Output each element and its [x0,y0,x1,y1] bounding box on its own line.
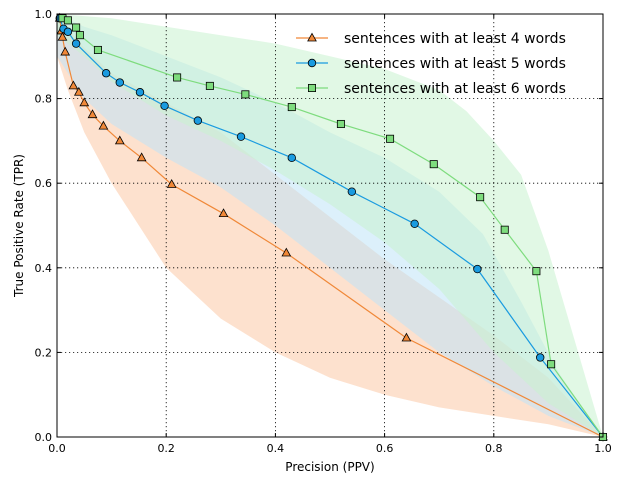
series-markers [54,12,608,442]
legend: sentences with at least 4 words sentence… [296,31,566,97]
line-series-4-words [59,18,604,438]
point-series-5-words [135,88,145,97]
point-series-4-words [60,46,71,56]
point-series-5-words [347,187,357,196]
x-tick-label: 1.0 [594,442,612,455]
point-series-6-words [500,225,509,234]
point-series-5-words [115,78,124,87]
y-tick-label: 1.0 [35,8,53,21]
point-series-6-words [532,267,541,276]
legend-item-4-words: sentences with at least 4 words [296,31,566,47]
point-series-4-words [401,332,412,342]
legend-triangle-marker [307,32,317,42]
legend-label-6-words: sentences with at least 6 words [344,81,566,97]
x-tick-label: 0.0 [48,442,66,455]
x-axis-title: Precision (PPV) [285,460,374,474]
point-series-4-words [136,152,147,162]
legend-circle-marker [307,58,317,68]
point-series-4-words [73,86,84,96]
point-series-4-words [68,80,79,90]
legend-label-4-words: sentences with at least 4 words [344,31,566,47]
point-series-6-words [386,134,395,143]
point-series-4-words [79,97,90,107]
point-series-5-words [101,69,111,78]
legend-item-5-words: sentences with at least 5 words [296,56,566,72]
point-series-5-words [236,132,246,141]
point-series-6-words [173,73,182,82]
y-tick-label: 0.0 [35,431,53,444]
x-tick-label: 0.8 [485,442,503,455]
point-series-4-words [98,120,109,130]
y-tick-label: 0.2 [35,346,53,359]
point-series-5-words [536,353,545,362]
point-series-6-words [63,16,72,25]
legend-label-5-words: sentences with at least 5 words [344,56,566,72]
x-tick-label: 0.4 [267,442,285,455]
point-series-6-words [429,160,438,169]
y-tick-label: 0.8 [35,93,53,106]
axis-ticks: 0.00.0 0.2 0.2 0.4 0.4 0.6 0.6 0.8 0.8 1.0 1.0 [35,8,612,455]
point-series-6-words [476,193,485,202]
point-series-4-words [281,247,292,257]
legend-square-marker [307,84,316,93]
point-series-4-words [114,135,125,145]
band-series-6-words [57,14,603,437]
y-tick-label: 0.4 [35,262,53,275]
confidence-bands [57,14,603,437]
point-series-4-words [166,179,177,188]
point-series-4-words [218,208,229,218]
point-series-4-words [87,109,98,119]
y-axis-title: True Positive Rate (TPR) [12,154,26,298]
line-series-5-words [59,17,604,438]
x-tick-label: 0.6 [376,442,394,455]
grid-lines [57,14,603,437]
point-series-6-words [287,103,296,112]
legend-item-6-words: sentences with at least 6 words [296,81,566,97]
point-series-5-words [160,101,169,110]
point-series-4-words [57,31,68,41]
point-series-5-words [193,116,203,125]
point-series-6-words [336,119,345,128]
point-series-5-words [63,27,73,36]
y-tick-label: 0.6 [35,177,53,190]
point-series-6-words [72,23,81,32]
point-series-6-words [547,360,556,369]
point-series-5-words [71,39,81,48]
plot-frame [56,13,604,438]
point-series-6-words [241,90,250,99]
x-tick-label: 0.2 [157,442,175,455]
point-series-6-words [93,45,102,54]
point-series-6-words [75,31,84,40]
point-series-5-words [473,264,482,274]
point-series-5-words [410,219,419,229]
point-series-6-words [205,81,214,90]
point-series-5-words [287,153,296,163]
